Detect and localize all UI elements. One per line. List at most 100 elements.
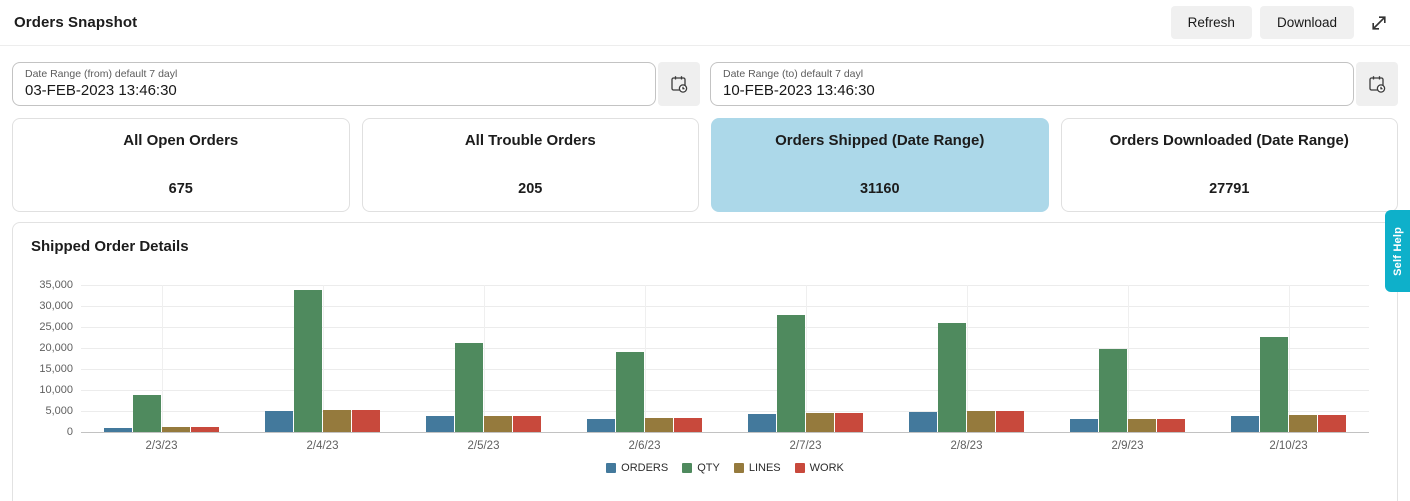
download-button[interactable]: Download bbox=[1259, 6, 1354, 39]
y-tick-label: 20,000 bbox=[39, 342, 73, 354]
gridline bbox=[81, 369, 1369, 370]
bar-work-2/4/23 bbox=[352, 409, 380, 432]
bar-orders-2/10/23 bbox=[1231, 416, 1259, 432]
bar-orders-2/7/23 bbox=[748, 413, 776, 432]
card-orders-shipped[interactable]: Orders Shipped (Date Range) 31160 bbox=[711, 118, 1049, 212]
x-tick-label: 2/8/23 bbox=[950, 440, 983, 452]
bar-lines-2/10/23 bbox=[1289, 415, 1317, 432]
bar-work-2/7/23 bbox=[835, 412, 863, 432]
bar-work-2/10/23 bbox=[1318, 414, 1346, 432]
date-from-label: Date Range (from) default 7 dayl bbox=[25, 68, 178, 80]
card-orders-downloaded[interactable]: Orders Downloaded (Date Range) 27791 bbox=[1060, 118, 1398, 212]
grouped-bar-chart: 0 5,000 10,000 15,000 20,000 25,000 30,000 35,0… bbox=[13, 279, 1397, 474]
bar-qty-2/10/23 bbox=[1260, 336, 1288, 432]
bar-orders-2/9/23 bbox=[1070, 419, 1098, 432]
date-from-group: Date Range (from) default 7 dayl 03-FEB-… bbox=[12, 62, 700, 106]
card-all-trouble-orders[interactable]: All Trouble Orders 205 bbox=[361, 118, 699, 212]
bar-lines-2/7/23 bbox=[806, 412, 834, 432]
bar-qty-2/7/23 bbox=[777, 314, 805, 432]
bar-group-2/6/23 bbox=[564, 285, 725, 432]
gridline bbox=[81, 306, 1369, 307]
date-from-picker-button[interactable] bbox=[658, 62, 700, 106]
legend-swatch-qty bbox=[682, 463, 693, 473]
x-tick-label: 2/9/23 bbox=[1111, 440, 1144, 452]
card-value: 31160 bbox=[859, 181, 900, 197]
y-tick-label: 10,000 bbox=[39, 384, 73, 396]
gridline-vertical bbox=[805, 285, 807, 432]
bar-qty-2/9/23 bbox=[1099, 348, 1127, 432]
legend-label: WORK bbox=[809, 462, 844, 474]
y-tick-label: 15,000 bbox=[39, 363, 73, 375]
bar-lines-2/4/23 bbox=[323, 410, 351, 432]
gridline-vertical bbox=[644, 285, 646, 432]
gridline-vertical bbox=[966, 285, 968, 432]
gridline-vertical bbox=[483, 285, 485, 432]
gridline-vertical bbox=[161, 285, 163, 432]
x-tick-label: 2/5/23 bbox=[467, 440, 500, 452]
expand-button[interactable] bbox=[1362, 6, 1396, 40]
legend-label: QTY bbox=[697, 462, 720, 474]
calendar-clock-icon bbox=[1366, 73, 1388, 95]
bar-work-2/8/23 bbox=[996, 411, 1024, 432]
bar-lines-2/9/23 bbox=[1128, 418, 1156, 432]
summary-cards-row: All Open Orders 675 All Trouble Orders 2… bbox=[12, 118, 1398, 212]
x-tick-label: 2/6/23 bbox=[628, 440, 661, 452]
card-value: 675 bbox=[168, 181, 193, 197]
bar-orders-2/5/23 bbox=[426, 416, 454, 432]
card-title: All Open Orders bbox=[123, 132, 239, 149]
bar-work-2/9/23 bbox=[1157, 418, 1185, 432]
bar-work-2/5/23 bbox=[513, 415, 541, 432]
self-help-tab[interactable]: Self Help bbox=[1385, 210, 1410, 292]
card-title: Orders Downloaded (Date Range) bbox=[1109, 132, 1349, 149]
date-to-value: 10-FEB-2023 13:46:30 bbox=[723, 82, 875, 99]
expand-diagonal-icon bbox=[1369, 13, 1389, 33]
legend-item-work[interactable]: WORK bbox=[794, 462, 844, 474]
card-title: All Trouble Orders bbox=[464, 132, 596, 149]
legend-item-lines[interactable]: LINES bbox=[733, 462, 781, 474]
bar-qty-2/8/23 bbox=[938, 323, 966, 432]
bar-orders-2/6/23 bbox=[587, 418, 615, 432]
refresh-button[interactable]: Refresh bbox=[1170, 6, 1252, 39]
date-to-input[interactable]: Date Range (to) default 7 dayl 10-FEB-20… bbox=[710, 62, 1354, 106]
legend-label: LINES bbox=[748, 462, 781, 474]
chart-x-axis: 2/3/23 2/4/23 2/5/23 2/6/23 2/7/23 2/8/23 2/9/… bbox=[81, 440, 1369, 452]
bar-qty-2/5/23 bbox=[455, 342, 483, 432]
bar-group-2/8/23 bbox=[886, 285, 1047, 432]
bar-qty-2/4/23 bbox=[294, 290, 322, 432]
bar-group-2/9/23 bbox=[1047, 285, 1208, 432]
bar-orders-2/4/23 bbox=[265, 410, 293, 432]
gridline-vertical bbox=[322, 285, 324, 432]
gridline-vertical bbox=[1127, 285, 1129, 432]
date-from-input[interactable]: Date Range (from) default 7 dayl 03-FEB-… bbox=[12, 62, 656, 106]
card-title: Orders Shipped (Date Range) bbox=[775, 132, 985, 149]
date-to-group: Date Range (to) default 7 dayl 10-FEB-20… bbox=[710, 62, 1398, 106]
shipped-order-details-panel: Shipped Order Details 0 5,000 10,000 15,000… bbox=[12, 222, 1398, 501]
gridline bbox=[81, 390, 1369, 391]
y-tick-label: 0 bbox=[66, 426, 73, 438]
bar-group-2/7/23 bbox=[725, 285, 886, 432]
legend-item-qty[interactable]: QTY bbox=[682, 462, 720, 474]
bar-work-2/6/23 bbox=[674, 417, 702, 432]
legend-item-orders[interactable]: ORDERS bbox=[606, 462, 668, 474]
bar-lines-2/8/23 bbox=[967, 411, 995, 432]
header: Orders Snapshot Refresh Download bbox=[0, 0, 1410, 46]
bar-groups bbox=[81, 285, 1369, 432]
chart-y-axis: 0 5,000 10,000 15,000 20,000 25,000 30,000 35,0… bbox=[27, 279, 81, 438]
y-tick-label: 30,000 bbox=[39, 300, 73, 312]
bar-group-2/3/23 bbox=[81, 285, 242, 432]
bar-lines-2/5/23 bbox=[484, 416, 512, 432]
date-to-label: Date Range (to) default 7 dayl bbox=[723, 68, 864, 80]
x-tick-label: 2/4/23 bbox=[306, 440, 339, 452]
card-all-open-orders[interactable]: All Open Orders 675 bbox=[12, 118, 350, 212]
x-tick-label: 2/7/23 bbox=[789, 440, 822, 452]
y-tick-label: 5,000 bbox=[45, 405, 73, 417]
legend-swatch-orders bbox=[606, 463, 617, 473]
x-tick-label: 2/3/23 bbox=[145, 440, 178, 452]
gridline bbox=[81, 327, 1369, 328]
gridline bbox=[81, 411, 1369, 412]
bar-qty-2/3/23 bbox=[133, 395, 161, 432]
calendar-clock-icon bbox=[668, 73, 690, 95]
bar-lines-2/6/23 bbox=[645, 417, 673, 432]
date-to-picker-button[interactable] bbox=[1356, 62, 1398, 106]
